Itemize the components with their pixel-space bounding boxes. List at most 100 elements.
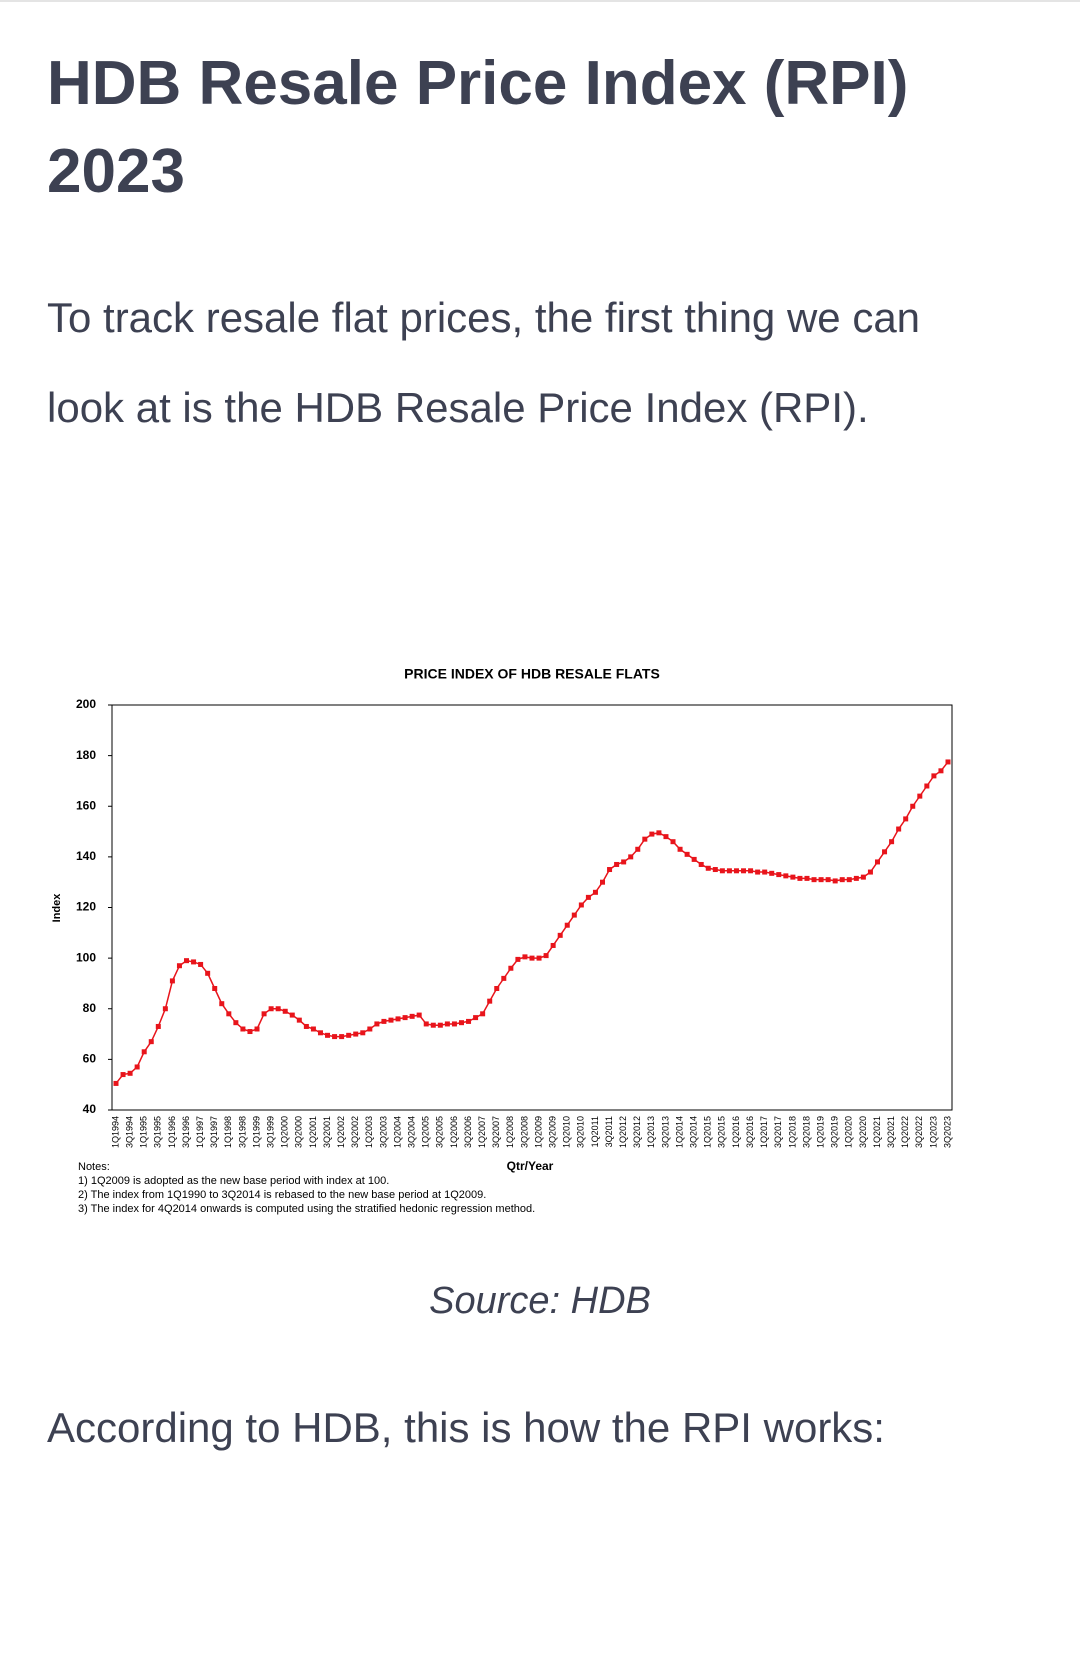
x-tick-label: 3Q1996 <box>181 1116 191 1148</box>
data-point <box>719 868 725 874</box>
data-point <box>240 1026 246 1032</box>
data-point <box>621 859 627 865</box>
data-point <box>818 877 824 883</box>
data-point <box>691 856 697 862</box>
data-point <box>832 878 838 884</box>
data-point <box>536 955 542 961</box>
data-point <box>797 875 803 881</box>
data-point <box>388 1017 394 1023</box>
data-point <box>212 986 218 991</box>
data-point <box>501 975 507 981</box>
x-tick-label: 3Q2017 <box>773 1116 783 1148</box>
x-tick-label: 3Q2022 <box>914 1116 924 1148</box>
data-point <box>226 1011 232 1017</box>
data-point <box>938 768 944 774</box>
y-tick-label: 40 <box>83 1102 97 1116</box>
data-point <box>607 867 613 873</box>
data-point <box>903 816 909 822</box>
chart-note: 1) 1Q2009 is adopted as the new base per… <box>78 1175 389 1187</box>
data-point <box>628 854 634 860</box>
data-point <box>839 877 845 883</box>
data-point <box>600 879 606 885</box>
data-point <box>811 877 817 883</box>
data-point <box>755 869 761 875</box>
data-point <box>332 1034 338 1040</box>
data-point <box>882 849 888 855</box>
x-tick-label: 1Q1997 <box>195 1116 205 1148</box>
data-point <box>430 1022 436 1028</box>
data-point <box>557 932 563 938</box>
data-point <box>635 846 641 852</box>
x-tick-label: 1Q2000 <box>280 1116 290 1148</box>
chart-note: 2) The index from 1Q1990 to 3Q2014 is re… <box>78 1189 486 1201</box>
data-point <box>550 942 556 948</box>
x-tick-label: 1Q2018 <box>787 1116 797 1148</box>
data-point <box>416 1012 422 1018</box>
data-point <box>705 865 711 871</box>
data-point <box>353 1031 359 1037</box>
x-tick-label: 1Q2014 <box>674 1116 684 1148</box>
x-tick-label: 1Q2011 <box>590 1116 600 1147</box>
chart-title: PRICE INDEX OF HDB RESALE FLATS <box>404 666 660 682</box>
data-point <box>233 1020 239 1026</box>
x-tick-label: 3Q1995 <box>153 1116 163 1148</box>
x-tick-label: 1Q2016 <box>731 1116 741 1148</box>
data-point <box>360 1030 366 1036</box>
data-point <box>127 1070 133 1076</box>
data-point <box>614 861 620 867</box>
data-point <box>155 1023 161 1029</box>
data-point <box>578 902 584 908</box>
chart-note: Notes: <box>78 1161 110 1173</box>
data-point <box>162 1006 168 1012</box>
data-point <box>254 1026 260 1032</box>
data-point <box>381 1018 387 1024</box>
data-point <box>494 986 500 991</box>
data-point <box>444 1021 450 1027</box>
data-point <box>409 1013 415 1019</box>
data-point <box>790 874 796 880</box>
data-point <box>176 963 182 969</box>
data-point <box>656 830 662 836</box>
data-point <box>325 1032 331 1038</box>
y-tick-label: 60 <box>83 1052 97 1066</box>
x-tick-label: 3Q2000 <box>294 1116 304 1148</box>
x-tick-label: 3Q2014 <box>689 1116 699 1148</box>
data-point <box>487 998 493 1004</box>
data-point <box>874 859 880 865</box>
data-point <box>374 1021 380 1027</box>
data-point <box>141 1049 147 1055</box>
data-point <box>945 759 951 765</box>
x-tick-label: 1Q2005 <box>421 1116 431 1148</box>
x-tick-label: 3Q1997 <box>209 1116 219 1148</box>
data-point <box>670 839 676 845</box>
data-point <box>741 868 747 874</box>
x-tick-label: 1Q2015 <box>703 1116 713 1148</box>
x-tick-label: 3Q2018 <box>801 1116 811 1148</box>
x-tick-label: 3Q2021 <box>886 1116 896 1148</box>
data-point <box>508 965 514 971</box>
x-tick-label: 1Q2004 <box>392 1116 402 1148</box>
data-point <box>480 1011 486 1017</box>
data-point <box>712 867 718 873</box>
x-tick-label: 3Q2002 <box>350 1116 360 1148</box>
data-point <box>289 1012 295 1018</box>
y-axis-label: Index <box>51 893 63 923</box>
data-point <box>205 970 211 976</box>
data-point <box>698 861 704 867</box>
x-tick-label: 3Q2012 <box>632 1116 642 1148</box>
chart: PRICE INDEX OF HDB RESALE FLATS Index Qt… <box>0 640 1080 1240</box>
data-point <box>184 958 190 964</box>
x-tick-label: 3Q2011 <box>604 1116 614 1147</box>
data-point <box>776 872 782 878</box>
data-point <box>296 1017 302 1023</box>
outro-paragraph: According to HDB, this is how the RPI wo… <box>47 1404 885 1451</box>
data-point <box>846 877 852 883</box>
x-axis-label: Qtr/Year <box>507 1159 554 1173</box>
data-point <box>867 869 873 875</box>
x-tick-label: 1Q1996 <box>167 1116 177 1148</box>
data-point <box>769 870 775 876</box>
data-point <box>367 1026 373 1032</box>
data-point <box>515 956 521 962</box>
data-point <box>148 1039 154 1045</box>
